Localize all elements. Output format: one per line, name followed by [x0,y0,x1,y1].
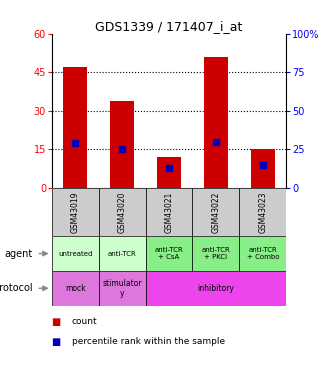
Bar [239,236,286,271]
Bar [146,188,192,236]
Bar [52,236,99,271]
Bar [192,236,239,271]
Bar [146,236,192,271]
Bar [52,188,99,236]
Bar [63,67,87,188]
Text: GSM43021: GSM43021 [165,191,173,233]
Text: anti-TCR
+ CsA: anti-TCR + CsA [155,247,183,260]
Text: protocol: protocol [0,283,33,293]
Text: mock: mock [65,284,85,293]
Text: untreated: untreated [58,251,92,257]
Bar [110,100,134,188]
Text: GSM43023: GSM43023 [258,191,267,233]
Bar [204,57,228,188]
Text: percentile rank within the sample: percentile rank within the sample [72,338,225,346]
Text: agent: agent [5,249,33,259]
Bar [157,157,181,188]
Text: GSM43022: GSM43022 [211,191,220,233]
Bar [52,271,99,306]
Text: anti-TCR
+ Combo: anti-TCR + Combo [247,247,279,260]
Bar [192,188,239,236]
Text: inhibitory: inhibitory [197,284,234,293]
Bar [239,188,286,236]
Text: GSM43019: GSM43019 [71,191,80,233]
Text: GSM43020: GSM43020 [118,191,127,233]
Title: GDS1339 / 171407_i_at: GDS1339 / 171407_i_at [95,20,243,33]
Bar [251,150,275,188]
Text: stimulator
y: stimulator y [102,279,142,298]
Bar [99,236,146,271]
Bar [99,188,146,236]
Text: ■: ■ [52,338,61,348]
Text: anti-TCR: anti-TCR [108,251,137,257]
Bar [99,271,146,306]
Bar [146,271,286,306]
Text: anti-TCR
+ PKCi: anti-TCR + PKCi [201,247,230,260]
Text: count: count [72,317,97,326]
Text: ■: ■ [52,317,61,327]
